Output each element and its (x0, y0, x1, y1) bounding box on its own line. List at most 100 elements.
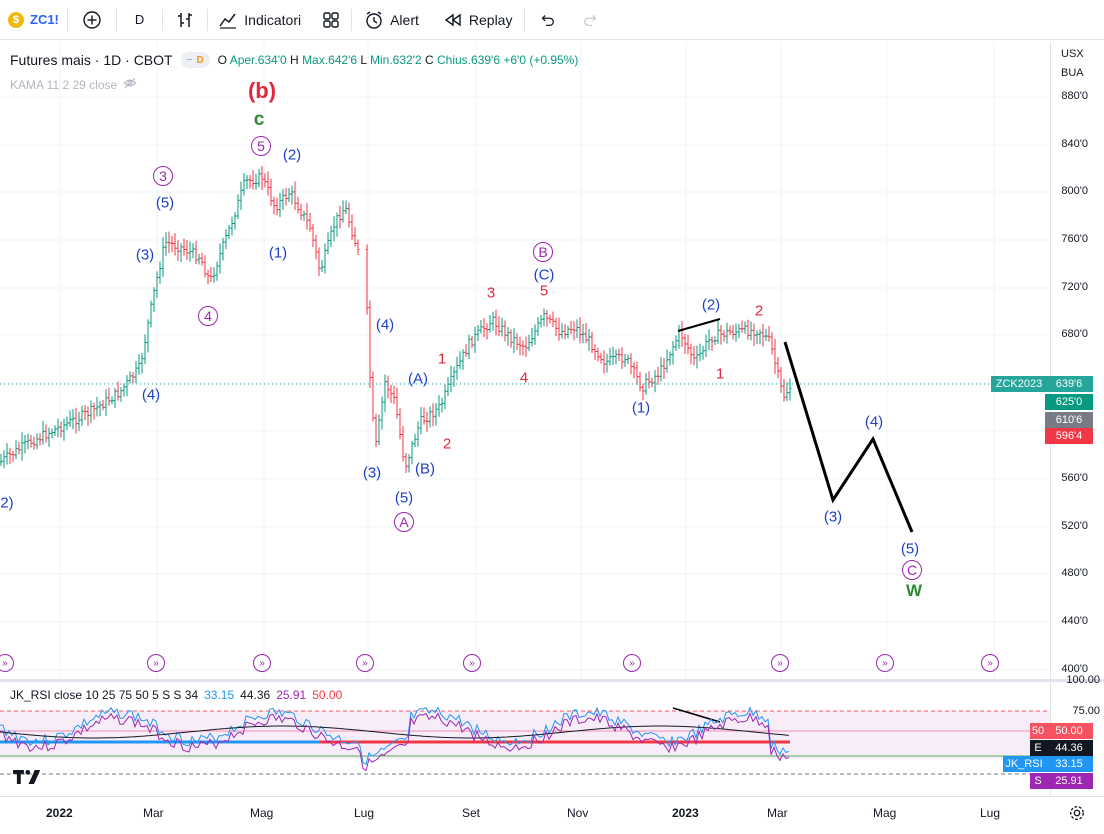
ohlc-bar (191, 243, 195, 259)
ohlc-bar (545, 309, 549, 327)
ohlc-bar (701, 345, 705, 360)
event-arrow-icon[interactable]: » (771, 654, 789, 672)
event-arrow-icon[interactable]: » (981, 654, 999, 672)
rsi-name-tag: S (1030, 773, 1046, 789)
price-tick-label: 480'0 (1061, 567, 1088, 579)
ohlc-bar (713, 336, 717, 346)
redo-button[interactable] (569, 0, 613, 40)
event-arrow-icon[interactable]: » (876, 654, 894, 672)
wave-label-3-low: (3) (362, 464, 382, 482)
ohlc-bar (119, 387, 123, 402)
layouts-button[interactable] (311, 0, 351, 40)
pane-separator[interactable] (0, 679, 1104, 682)
rsi-band (0, 711, 1050, 759)
ohlc-bar (569, 320, 573, 335)
ohlc-bar (647, 371, 651, 389)
ohlc-bar (167, 231, 171, 254)
pill-label: D (196, 54, 204, 66)
compare-button[interactable] (68, 0, 116, 40)
ohlc-bar (263, 173, 267, 188)
wave-label-3-circled: 3 (153, 166, 173, 186)
toolbar-divider (207, 8, 209, 31)
close-value: Chius.639'6 (437, 53, 500, 67)
ohlc-bar (53, 425, 57, 436)
ohlc-bar (476, 325, 480, 342)
ohlc-bar (557, 317, 561, 341)
eye-hidden-icon[interactable] (123, 76, 137, 93)
low-label: L (360, 53, 367, 67)
ohlc-bar (740, 320, 744, 333)
tradingview-logo[interactable] (12, 768, 42, 789)
ohlc-bar (560, 323, 564, 339)
event-arrow-icon[interactable]: » (623, 654, 641, 672)
ohlc-bar (767, 326, 771, 342)
wave-label-A-circled: A (394, 512, 414, 532)
high-value: Max.642'6 (302, 53, 358, 67)
ohlc-bar (500, 317, 504, 337)
symbol-label: ZC1! (30, 12, 59, 27)
price-chart-pane[interactable] (0, 42, 1050, 679)
bars-icon (175, 10, 195, 30)
currency-label[interactable]: USX (1061, 48, 1084, 60)
time-axis[interactable] (0, 796, 1104, 834)
ohlc-bar (221, 237, 225, 261)
ohlc-bar (164, 232, 168, 256)
chart-type-button[interactable] (163, 0, 207, 40)
date-label: 2023 (672, 806, 699, 820)
ohlc-bar (731, 324, 735, 340)
interval-pill[interactable]: − D (180, 52, 210, 68)
ohlc-bar (113, 387, 117, 408)
wave-label-5-paren: (5) (155, 194, 175, 212)
rsi-value-1: 33.15 (204, 688, 235, 702)
indicators-button[interactable]: Indicatori (208, 0, 311, 40)
wave-label-3-projected: (3) (823, 508, 843, 526)
ohlc-bar (203, 255, 207, 278)
wave-label-2-top: (2) (282, 146, 302, 164)
ohlc-bar (293, 181, 297, 210)
event-arrow-icon[interactable]: » (356, 654, 374, 672)
ohlc-bar (710, 336, 714, 351)
event-arrow-icon[interactable]: » (147, 654, 165, 672)
price-tick-label: 720'0 (1061, 281, 1088, 293)
rsi-value-tag: 50.00 (1045, 723, 1093, 739)
symbol-button[interactable]: $ ZC1! (0, 0, 67, 40)
ohlc-bar (158, 261, 162, 284)
interval-button[interactable]: D (117, 0, 162, 40)
alert-clock-icon (364, 10, 384, 30)
replay-button[interactable]: Replay (431, 0, 525, 40)
kama-legend[interactable]: KAMA 11 2 29 close (10, 76, 137, 93)
event-arrow-icon[interactable]: » (463, 654, 481, 672)
rsi-signal-line (0, 725, 790, 739)
rsi-pane[interactable] (0, 682, 1050, 796)
ohlc-bar (461, 349, 465, 370)
ohlc-bar (59, 421, 63, 438)
gear-icon[interactable] (1068, 804, 1086, 827)
event-arrow-icon[interactable]: » (0, 654, 14, 672)
ohlc-bar (698, 343, 702, 362)
ohlc-bar (317, 247, 321, 276)
ohlc-bar (434, 403, 438, 426)
ohlc-bar (722, 330, 726, 342)
ohlc-bar (347, 202, 351, 228)
price-chart-canvas[interactable] (0, 42, 1050, 679)
ohlc-bar (779, 366, 783, 393)
ohlc-bar (170, 235, 174, 253)
unit-label[interactable]: BUA (1061, 67, 1084, 79)
ohlc-bar (407, 454, 411, 473)
alert-button[interactable]: Alert (352, 0, 431, 40)
ohlc-bar (179, 243, 183, 263)
event-arrow-icon[interactable]: » (253, 654, 271, 672)
ohlc-bar (143, 334, 147, 364)
ohlc-bar (458, 351, 462, 370)
price-tick-label: 400'0 (1061, 663, 1088, 675)
ohlc-bar (764, 328, 768, 341)
ohlc-bar (236, 194, 240, 220)
rsi-canvas[interactable] (0, 682, 1050, 796)
wave-label-b: (b) (247, 78, 277, 103)
wave-label-1: (1) (268, 244, 288, 262)
ohlc-bar (86, 406, 90, 427)
undo-button[interactable] (525, 0, 569, 40)
ohlc-bar (260, 166, 264, 190)
rsi-tick-100: 100.00 (1066, 674, 1100, 686)
ohlc-bar (107, 387, 111, 406)
